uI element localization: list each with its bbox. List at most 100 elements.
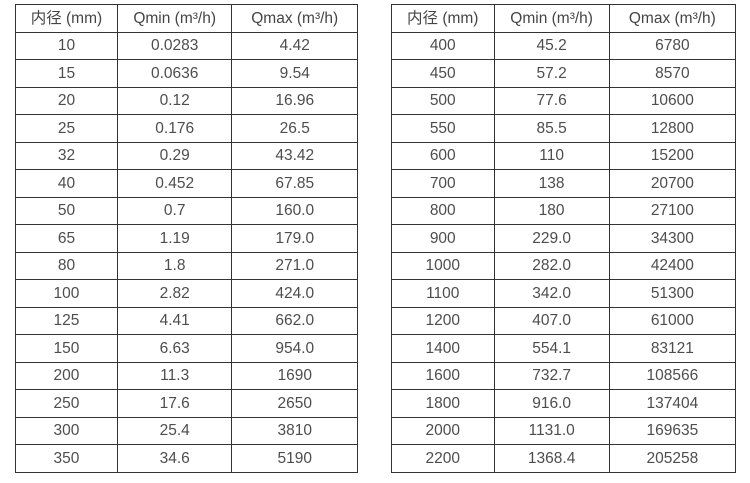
cell-qmin-m3h: 85.5 — [493, 114, 610, 143]
table-row: 10 0.0283 4.42 — [15, 31, 358, 60]
cell-qmax-m3h: 108566 — [608, 361, 737, 390]
cell-qmax-m3h: 15200 — [608, 141, 737, 170]
cell-qmin-m3h: 0.0636 — [116, 59, 233, 88]
cell-qmin-m3h: 0.12 — [116, 86, 233, 115]
cell-qmin-m3h: 554.1 — [493, 334, 610, 363]
cell-inner-diameter-mm: 300 — [15, 416, 118, 445]
table-row: 65 1.19 179.0 — [15, 224, 358, 253]
table-row: 200 11.3 1690 — [15, 361, 358, 390]
table-row: 50 0.7 160.0 — [15, 196, 358, 225]
cell-qmax-m3h: 137404 — [608, 389, 737, 418]
cell-qmax-m3h: 27100 — [608, 196, 737, 225]
table-row: 400 45.2 6780 — [391, 31, 737, 60]
cell-qmin-m3h: 1.19 — [116, 224, 233, 253]
cell-qmax-m3h: 16.96 — [231, 86, 358, 115]
header-inner-diameter-mm: 内径 (mm) — [391, 4, 495, 33]
cell-inner-diameter-mm: 550 — [391, 114, 495, 143]
cell-inner-diameter-mm: 450 — [391, 59, 495, 88]
cell-inner-diameter-mm: 1000 — [391, 251, 495, 280]
cell-inner-diameter-mm: 1600 — [391, 361, 495, 390]
cell-qmin-m3h: 229.0 — [493, 224, 610, 253]
flow-table-small-diameters: 内径 (mm) Qmin (m³/h) Qmax (m³/h) 10 0.0283 4.4… — [15, 4, 358, 473]
cell-inner-diameter-mm: 20 — [15, 86, 118, 115]
table-row: 15 0.0636 9.54 — [15, 59, 358, 88]
table-row: 20 0.12 16.96 — [15, 86, 358, 115]
cell-qmin-m3h: 4.41 — [116, 306, 233, 335]
cell-qmin-m3h: 282.0 — [493, 251, 610, 280]
cell-qmax-m3h: 83121 — [608, 334, 737, 363]
cell-inner-diameter-mm: 50 — [15, 196, 118, 225]
cell-qmin-m3h: 916.0 — [493, 389, 610, 418]
cell-inner-diameter-mm: 125 — [15, 306, 118, 335]
cell-qmax-m3h: 169635 — [608, 416, 737, 445]
table-row: 1600 732.7 108566 — [391, 361, 737, 390]
cell-inner-diameter-mm: 800 — [391, 196, 495, 225]
table-row: 300 25.4 3810 — [15, 416, 358, 445]
table-row: 450 57.2 8570 — [391, 59, 737, 88]
table-row: 2000 1131.0 169635 — [391, 416, 737, 445]
table-row: 250 17.6 2650 — [15, 389, 358, 418]
cell-inner-diameter-mm: 1100 — [391, 279, 495, 308]
cell-qmin-m3h: 180 — [493, 196, 610, 225]
cell-inner-diameter-mm: 600 — [391, 141, 495, 170]
cell-inner-diameter-mm: 80 — [15, 251, 118, 280]
cell-inner-diameter-mm: 1200 — [391, 306, 495, 335]
header-row: 内径 (mm) Qmin (m³/h) Qmax (m³/h) — [15, 4, 358, 33]
cell-inner-diameter-mm: 15 — [15, 59, 118, 88]
cell-qmax-m3h: 5190 — [231, 444, 358, 473]
cell-qmax-m3h: 20700 — [608, 169, 737, 198]
cell-qmax-m3h: 160.0 — [231, 196, 358, 225]
cell-qmax-m3h: 954.0 — [231, 334, 358, 363]
cell-qmin-m3h: 0.7 — [116, 196, 233, 225]
table-row: 600 110 15200 — [391, 141, 737, 170]
cell-qmax-m3h: 10600 — [608, 86, 737, 115]
cell-inner-diameter-mm: 2200 — [391, 444, 495, 473]
cell-qmin-m3h: 11.3 — [116, 361, 233, 390]
header-qmin-m3h: Qmin (m³/h) — [493, 4, 610, 33]
cell-qmin-m3h: 0.0283 — [116, 31, 233, 60]
cell-qmin-m3h: 45.2 — [493, 31, 610, 60]
cell-inner-diameter-mm: 32 — [15, 141, 118, 170]
table-row: 550 85.5 12800 — [391, 114, 737, 143]
cell-inner-diameter-mm: 250 — [15, 389, 118, 418]
table-row: 800 180 27100 — [391, 196, 737, 225]
cell-inner-diameter-mm: 1400 — [391, 334, 495, 363]
cell-qmax-m3h: 43.42 — [231, 141, 358, 170]
cell-qmax-m3h: 179.0 — [231, 224, 358, 253]
table-row: 25 0.176 26.5 — [15, 114, 358, 143]
cell-qmin-m3h: 732.7 — [493, 361, 610, 390]
header-qmax-m3h: Qmax (m³/h) — [231, 4, 358, 33]
table-row: 150 6.63 954.0 — [15, 334, 358, 363]
cell-inner-diameter-mm: 150 — [15, 334, 118, 363]
cell-inner-diameter-mm: 900 — [391, 224, 495, 253]
cell-qmax-m3h: 9.54 — [231, 59, 358, 88]
cell-qmax-m3h: 6780 — [608, 31, 737, 60]
cell-inner-diameter-mm: 1800 — [391, 389, 495, 418]
cell-qmin-m3h: 0.452 — [116, 169, 233, 198]
cell-inner-diameter-mm: 2000 — [391, 416, 495, 445]
cell-inner-diameter-mm: 200 — [15, 361, 118, 390]
table-row: 32 0.29 43.42 — [15, 141, 358, 170]
cell-inner-diameter-mm: 500 — [391, 86, 495, 115]
table-row: 40 0.452 67.85 — [15, 169, 358, 198]
cell-qmin-m3h: 0.29 — [116, 141, 233, 170]
cell-qmin-m3h: 25.4 — [116, 416, 233, 445]
cell-inner-diameter-mm: 350 — [15, 444, 118, 473]
cell-qmax-m3h: 12800 — [608, 114, 737, 143]
flow-table-large-diameters: 内径 (mm) Qmin (m³/h) Qmax (m³/h) 400 45.2 6780… — [391, 4, 737, 473]
header-inner-diameter-mm: 内径 (mm) — [15, 4, 118, 33]
cell-inner-diameter-mm: 65 — [15, 224, 118, 253]
cell-qmin-m3h: 17.6 — [116, 389, 233, 418]
table-row: 100 2.82 424.0 — [15, 279, 358, 308]
cell-qmin-m3h: 138 — [493, 169, 610, 198]
cell-qmin-m3h: 34.6 — [116, 444, 233, 473]
table-row: 1000 282.0 42400 — [391, 251, 737, 280]
table-row: 500 77.6 10600 — [391, 86, 737, 115]
table-row: 1400 554.1 83121 — [391, 334, 737, 363]
cell-qmin-m3h: 6.63 — [116, 334, 233, 363]
cell-qmax-m3h: 424.0 — [231, 279, 358, 308]
cell-qmax-m3h: 26.5 — [231, 114, 358, 143]
header-qmax-m3h: Qmax (m³/h) — [608, 4, 737, 33]
cell-qmax-m3h: 42400 — [608, 251, 737, 280]
cell-qmin-m3h: 407.0 — [493, 306, 610, 335]
